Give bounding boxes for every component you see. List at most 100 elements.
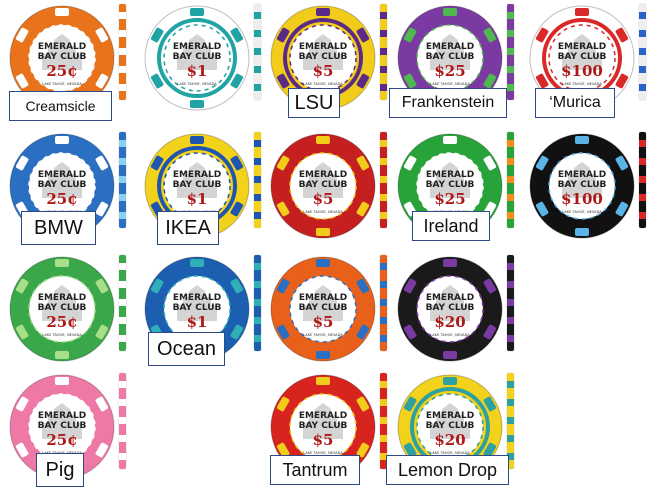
chip-edge-view	[380, 132, 387, 228]
chip-edge-view	[507, 255, 514, 351]
brand-line-2: BAY CLUB	[173, 180, 222, 190]
chip-edge-view	[254, 132, 261, 228]
brand-line-2: BAY CLUB	[38, 52, 87, 62]
chip-edge-view	[507, 4, 514, 100]
brand-tagline: LAKE TAHOE, NEVADA	[430, 333, 470, 337]
chip-edge-view	[119, 132, 126, 228]
chip-name-label: BMW	[21, 211, 96, 245]
brand-tagline: LAKE TAHOE, NEVADA	[303, 210, 343, 214]
chip-denomination: $1	[187, 62, 208, 80]
brand-tagline: LAKE TAHOE, NEVADA	[562, 82, 602, 86]
chip-name-label: Creamsicle	[9, 91, 112, 121]
chip-name-label: LSU	[288, 88, 340, 118]
chip-denomination: $25	[434, 62, 465, 80]
brand-line-2: BAY CLUB	[38, 421, 87, 431]
chip-edge-view	[507, 373, 514, 469]
brand-line-1: EMERALD	[38, 170, 86, 180]
brand-line-1: EMERALD	[38, 293, 86, 303]
brand-tagline: LAKE TAHOE, NEVADA	[42, 82, 82, 86]
brand-line-1: EMERALD	[299, 293, 347, 303]
chip-denomination: $5	[313, 190, 334, 208]
brand-line-1: EMERALD	[299, 411, 347, 421]
chip-denomination: 25¢	[46, 190, 77, 208]
chip-denomination: $25	[434, 190, 465, 208]
chip-denomination: 25¢	[46, 431, 77, 449]
chip-edge-view	[639, 132, 646, 228]
chip-card: EMERALD BAY CLUB $5 LAKE TAHOE, NEVADA	[267, 255, 393, 373]
chip-denomination: $20	[434, 431, 465, 449]
brand-line-2: BAY CLUB	[558, 180, 607, 190]
brand-line-2: BAY CLUB	[426, 421, 475, 431]
chip-card: EMERALD BAY CLUB $5 LAKE TAHOE, NEVADA	[267, 132, 393, 250]
chip-name-label: Ocean	[148, 332, 225, 366]
chip-denomination: $100	[561, 62, 603, 80]
chip-denomination: $100	[561, 190, 603, 208]
chip-edge-view	[254, 4, 261, 100]
brand-line-2: BAY CLUB	[426, 303, 475, 313]
brand-line-2: BAY CLUB	[426, 180, 475, 190]
brand-line-1: EMERALD	[558, 42, 606, 52]
chip-name-label: IKEA	[157, 211, 219, 245]
brand-line-1: EMERALD	[299, 170, 347, 180]
brand-line-1: EMERALD	[173, 42, 221, 52]
brand-line-1: EMERALD	[558, 170, 606, 180]
brand-tagline: LAKE TAHOE, NEVADA	[177, 82, 217, 86]
chip-edge-view	[380, 373, 387, 469]
brand-tagline: LAKE TAHOE, NEVADA	[303, 82, 343, 86]
chip-name-label: ‘Murica	[535, 88, 615, 118]
chip-denomination: $5	[313, 62, 334, 80]
chip-name-label: Tantrum	[270, 455, 360, 485]
chip-denomination: $5	[313, 313, 334, 331]
chip-edge-view	[507, 132, 514, 228]
brand-tagline: LAKE TAHOE, NEVADA	[430, 451, 470, 455]
chip-denomination: $20	[434, 313, 465, 331]
brand-tagline: LAKE TAHOE, NEVADA	[562, 210, 602, 214]
chip-edge-view	[639, 4, 646, 100]
brand-line-2: BAY CLUB	[38, 303, 87, 313]
brand-line-2: BAY CLUB	[38, 180, 87, 190]
brand-line-1: EMERALD	[426, 411, 474, 421]
brand-line-2: BAY CLUB	[173, 303, 222, 313]
chip-name-label: Ireland	[412, 211, 490, 241]
chip-name-label: Pig	[36, 453, 84, 487]
brand-line-1: EMERALD	[38, 42, 86, 52]
brand-line-1: EMERALD	[173, 293, 221, 303]
chip-denomination: $1	[187, 190, 208, 208]
brand-line-1: EMERALD	[173, 170, 221, 180]
chip-card: EMERALD BAY CLUB $20 LAKE TAHOE, NEVADA	[394, 255, 520, 373]
chip-edge-view	[254, 255, 261, 351]
brand-line-2: BAY CLUB	[299, 303, 348, 313]
brand-line-2: BAY CLUB	[299, 52, 348, 62]
chip-denomination: 25¢	[46, 313, 77, 331]
chip-name-label: Frankenstein	[389, 88, 507, 118]
chip-denomination: $1	[187, 313, 208, 331]
brand-tagline: LAKE TAHOE, NEVADA	[430, 82, 470, 86]
brand-tagline: LAKE TAHOE, NEVADA	[42, 333, 82, 337]
chip-edge-view	[119, 255, 126, 351]
chip-denomination: $5	[313, 431, 334, 449]
brand-line-2: BAY CLUB	[299, 180, 348, 190]
brand-line-2: BAY CLUB	[173, 52, 222, 62]
chip-edge-view	[380, 4, 387, 100]
chip-edge-view	[119, 373, 126, 469]
chip-edge-view	[380, 255, 387, 351]
brand-line-1: EMERALD	[299, 42, 347, 52]
chip-edge-view	[119, 4, 126, 100]
brand-line-1: EMERALD	[38, 411, 86, 421]
chip-denomination: 25¢	[46, 62, 77, 80]
brand-tagline: LAKE TAHOE, NEVADA	[303, 333, 343, 337]
brand-tagline: LAKE TAHOE, NEVADA	[303, 451, 343, 455]
chip-card: EMERALD BAY CLUB $100 LAKE TAHOE, NEVADA	[526, 132, 652, 250]
brand-line-1: EMERALD	[426, 293, 474, 303]
